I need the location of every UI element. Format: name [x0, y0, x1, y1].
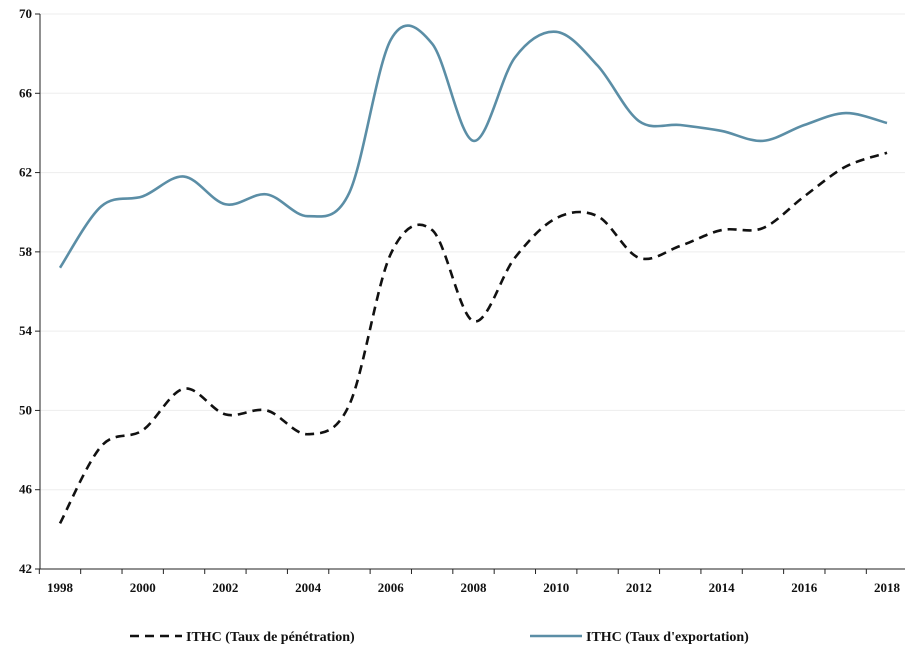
legend-label: ITHC (Taux de pénétration)	[186, 630, 355, 645]
y-tick-labels: 42 46 50 54 58 62 66 70	[19, 6, 33, 576]
x-tick-labels: 1998 2000 2002 2004 2006 2008 2010 2012 2014 2016…	[47, 580, 901, 595]
y-tick-label: 70	[19, 6, 32, 21]
x-tick-label: 2006	[378, 580, 405, 595]
x-tick-label: 2004	[295, 580, 322, 595]
y-tick-label: 66	[19, 85, 33, 100]
x-tick-label: 2000	[130, 580, 156, 595]
y-tick-label: 42	[19, 561, 32, 576]
x-tick-label: 2014	[709, 580, 736, 595]
x-tick-label: 2016	[791, 580, 818, 595]
gridlines	[40, 13, 905, 491]
y-tick-label: 50	[19, 402, 32, 417]
y-tick-label: 62	[19, 165, 32, 180]
x-tick-label: 2008	[461, 580, 488, 595]
y-tick-label: 54	[19, 323, 33, 338]
legend: ITHC (Taux de pénétration) ITHC (Taux d'e…	[130, 630, 749, 645]
x-tick-label: 1998	[47, 580, 74, 595]
axes	[35, 13, 905, 574]
series-line-exportation	[58, 24, 888, 269]
x-tick-label: 2010	[543, 580, 569, 595]
x-tick-label: 2018	[874, 580, 901, 595]
series-line-penetration	[58, 151, 888, 525]
x-tick-label: 2012	[626, 580, 652, 595]
y-tick-label: 58	[19, 244, 33, 259]
legend-label: ITHC (Taux d'exportation)	[586, 630, 749, 645]
series-lines	[58, 24, 888, 525]
x-tick-label: 2002	[212, 580, 238, 595]
y-tick-label: 46	[19, 482, 33, 497]
